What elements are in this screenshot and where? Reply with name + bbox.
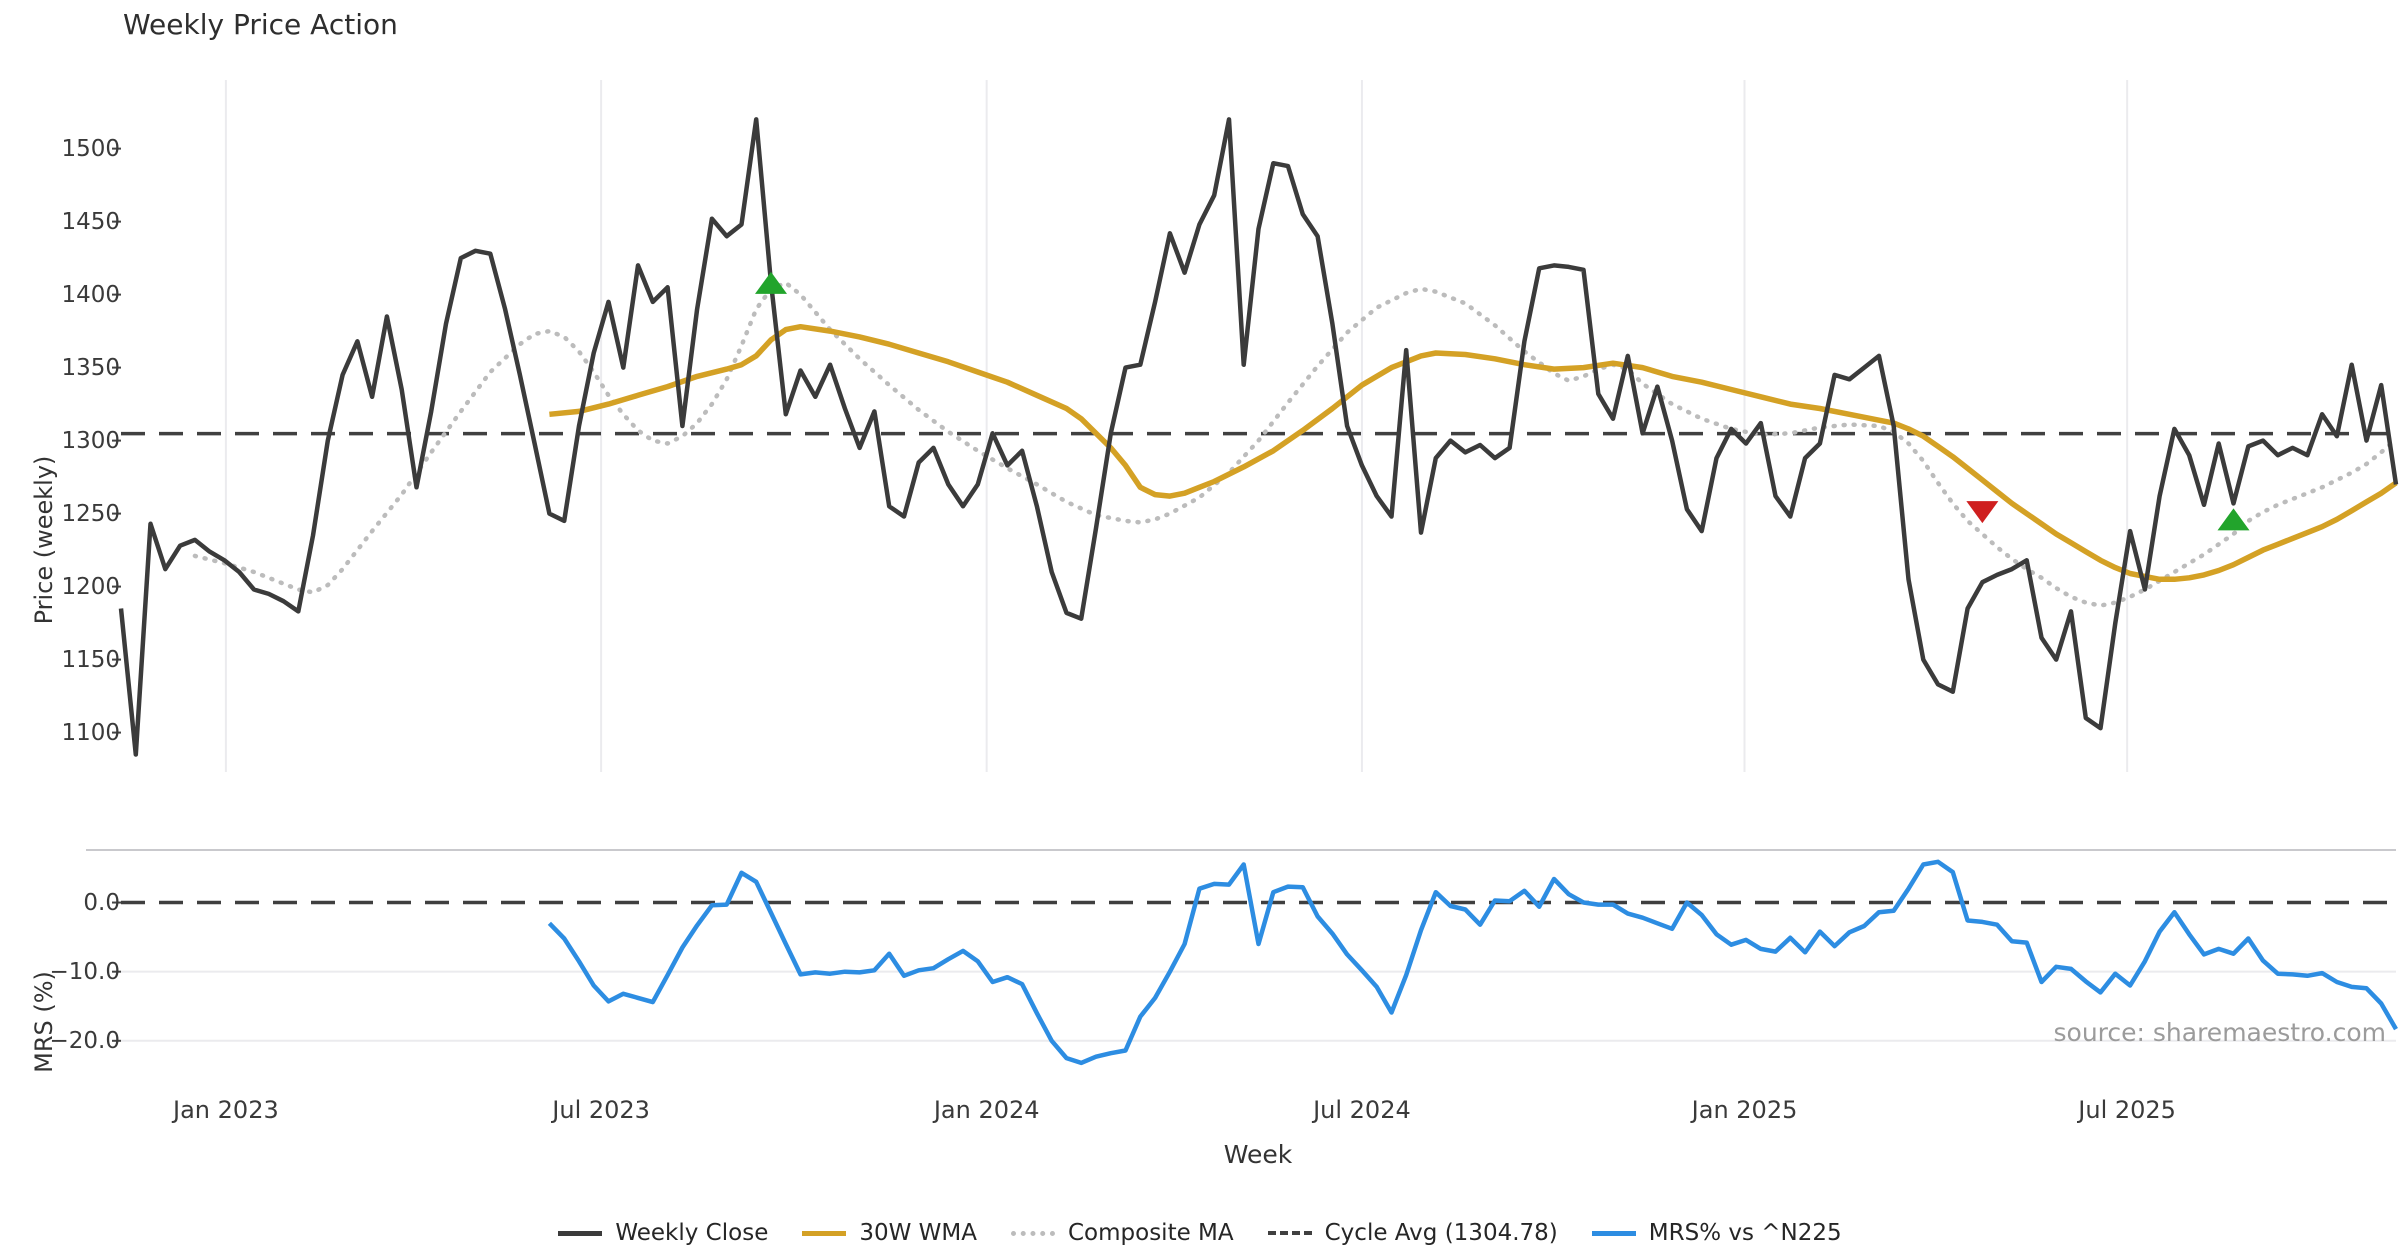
price-tick-label: 1250 [61, 500, 120, 527]
legend-item-30w-wma: 30W WMA [802, 1220, 977, 1246]
legend-item-composite-ma: Composite MA [1010, 1220, 1234, 1246]
mrs-tick-label: −10.0 [49, 958, 120, 985]
legend-label: MRS% vs ^N225 [1648, 1220, 1842, 1246]
buy-signal-triangle-icon [2217, 508, 2250, 531]
legend-label: 30W WMA [859, 1220, 977, 1246]
composite-ma-line [192, 280, 2399, 608]
x-tick-label: Jul 2025 [2078, 1096, 2176, 1124]
price-tick-label: 1200 [61, 573, 120, 600]
price-tick-label: 1300 [61, 427, 120, 454]
price-tick-label: 1350 [61, 354, 120, 381]
cycle-avg-line-icon [1267, 1231, 1312, 1235]
mrs-axis-label: MRS (%) [30, 971, 58, 1073]
mrs-line-icon [1591, 1230, 1636, 1236]
legend-item-cycle-avg: Cycle Avg (1304.78) [1267, 1220, 1558, 1246]
price-tick-label: 1150 [61, 646, 120, 673]
page-title: Weekly Price Action [123, 8, 398, 41]
mrs-tick-label: 0.0 [83, 889, 120, 916]
weekly-close-line-icon [558, 1230, 603, 1236]
sell-signal-triangle-icon [1966, 501, 1999, 524]
price-tick-label: 1400 [61, 281, 120, 308]
legend-label: Cycle Avg (1304.78) [1324, 1220, 1558, 1246]
x-tick-label: Jan 2024 [933, 1096, 1040, 1124]
price-tick-label: 1450 [61, 208, 120, 235]
legend-item-weekly-close: Weekly Close [558, 1220, 768, 1246]
wma-line-icon [802, 1230, 847, 1236]
legend-label: Weekly Close [615, 1220, 769, 1246]
price-tick-label: 1500 [61, 135, 120, 162]
mrs-tick-label: −20.0 [49, 1027, 120, 1054]
source-credit: source: sharemaestro.com [2053, 1018, 2387, 1047]
x-tick-label: Jan 2025 [1691, 1096, 1798, 1124]
legend: Weekly Close 30W WMA Composite MA Cycle … [0, 1220, 2400, 1246]
x-tick-label: Jan 2023 [173, 1096, 279, 1124]
price-tick-label: 1100 [61, 719, 120, 746]
buy-signal-triangle-icon [755, 271, 787, 294]
weekly-close-line [118, 117, 2399, 757]
composite-ma-line-icon [1010, 1230, 1055, 1236]
30w-wma-line [549, 323, 2398, 583]
x-axis-label: Week [1223, 1140, 1293, 1169]
x-tick-label: Jul 2023 [552, 1096, 650, 1124]
x-tick-label: Jul 2024 [1313, 1096, 1411, 1124]
legend-item-mrs: MRS% vs ^N225 [1591, 1220, 1842, 1246]
legend-label: Composite MA [1067, 1220, 1234, 1246]
mrs-vs-n225-line [547, 859, 2398, 1066]
